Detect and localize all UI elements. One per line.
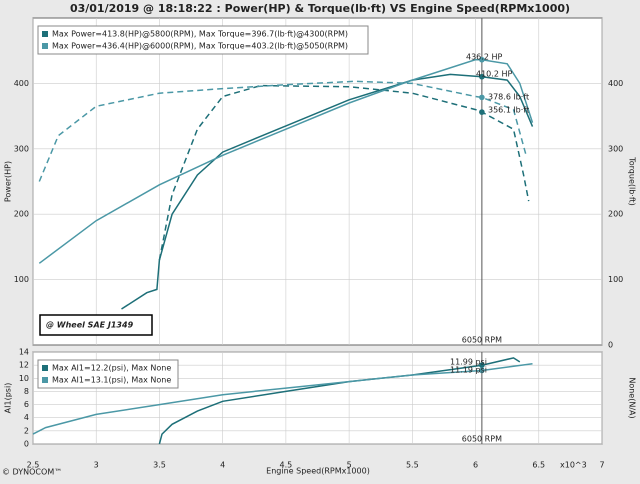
x-scale-label: x10^3	[560, 461, 587, 470]
legend-box	[37, 25, 369, 55]
series-line	[32, 363, 533, 435]
cursor-point	[479, 367, 485, 374]
y2-tick-label: 400	[608, 79, 623, 88]
cursor-point	[479, 94, 485, 101]
y-tick-label: 4	[24, 413, 29, 422]
legend-entry: Max Power=436.4(HP)@6000(RPM), Max Torqu…	[52, 42, 348, 51]
series-line	[38, 58, 534, 264]
cursor-point	[479, 109, 485, 115]
chart-title: 03/01/2019 @ 18:18:22 : Power(HP) & Torq…	[70, 2, 570, 15]
cursor-point	[479, 362, 485, 369]
x-tick-label: 3	[94, 461, 99, 470]
legend-swatch	[42, 31, 48, 37]
annotation: @ Wheel SAE J1349	[46, 321, 134, 330]
annotation: © DYNOCOM™	[2, 468, 62, 477]
y-tick-label: 0	[24, 440, 29, 449]
annotation: 11.99 psi	[450, 358, 487, 367]
y2-tick-label: 0	[608, 341, 613, 350]
x-tick-label: 7	[599, 461, 604, 470]
y-tick-label: 8	[24, 387, 29, 396]
y-tick-label: 14	[19, 348, 29, 357]
y-tick-label: 2	[24, 426, 29, 435]
annotation: 356.1 lb·ft	[488, 106, 529, 115]
annotation: 410.2 HP	[476, 70, 512, 79]
x-tick-label: 6.5	[532, 461, 545, 470]
y-tick-label: 6	[24, 400, 29, 409]
y2-axis-label: Torque(lb·ft)	[628, 156, 637, 206]
y-axis-label: Power(HP)	[4, 161, 13, 202]
y2-tick-label: 200	[608, 210, 623, 219]
y-tick-label: 10	[19, 374, 29, 383]
x-tick-label: 3.5	[153, 461, 166, 470]
x-tick-label: 6	[473, 461, 478, 470]
y-tick-label: 300	[14, 144, 29, 153]
y2-axis-label: None(N/A)	[628, 377, 637, 418]
legend-swatch	[42, 365, 48, 371]
x-tick-label: 5.5	[406, 461, 419, 470]
series-line	[121, 73, 534, 310]
legend-entry: Max AI1=13.1(psi), Max None	[52, 376, 171, 385]
y-axis-label: AI1(psi)	[4, 383, 13, 414]
legend-entry: Max Power=413.8(HP)@5800(RPM), Max Torqu…	[52, 30, 348, 39]
y-tick-label: 100	[14, 275, 29, 284]
legend-entry: Max AI1=12.2(psi), Max None	[52, 364, 171, 373]
cursor-label: 6050 RPM	[462, 336, 502, 345]
y-tick-label: 200	[14, 210, 29, 219]
x-tick-label: 2.5	[27, 461, 40, 470]
x-tick-label: 4	[220, 461, 225, 470]
series-line	[38, 80, 527, 182]
legend-box	[37, 359, 179, 389]
series-line	[158, 357, 521, 445]
annotation: 11.19 psi	[450, 366, 487, 375]
annotation-box	[39, 314, 153, 336]
plot-area	[32, 17, 603, 346]
y-tick-label: 400	[14, 79, 29, 88]
y-tick-label: 12	[19, 361, 29, 370]
x-tick-label: 4.5	[280, 461, 293, 470]
annotation: 378.6 lb·ft	[488, 93, 529, 102]
annotation: 436.2 HP	[466, 53, 502, 62]
y2-tick-label: 300	[608, 144, 623, 153]
legend-swatch	[42, 377, 48, 383]
cursor-point	[479, 73, 485, 80]
series-line	[158, 84, 530, 261]
cursor-label: 6050 RPM	[462, 435, 502, 444]
legend-swatch	[42, 43, 48, 49]
y2-tick-label: 100	[608, 275, 623, 284]
cursor-point	[479, 56, 485, 63]
x-tick-label: 5	[347, 461, 352, 470]
x-axis-label: Engine Speed(RPMx1000)	[266, 467, 370, 476]
